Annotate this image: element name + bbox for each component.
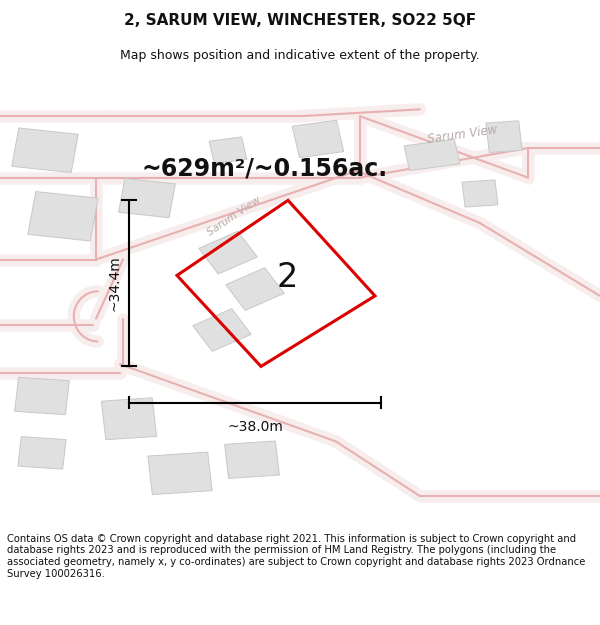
Polygon shape (28, 191, 98, 241)
Text: Sarum View: Sarum View (205, 195, 263, 238)
Polygon shape (18, 437, 66, 469)
Text: Contains OS data © Crown copyright and database right 2021. This information is : Contains OS data © Crown copyright and d… (7, 534, 586, 579)
Text: 2: 2 (277, 261, 298, 294)
Polygon shape (226, 268, 284, 311)
Text: Sarum View: Sarum View (426, 123, 498, 146)
Polygon shape (486, 121, 522, 152)
Polygon shape (199, 231, 257, 274)
Polygon shape (14, 378, 70, 414)
Text: ~34.4m: ~34.4m (108, 256, 122, 311)
Text: 2, SARUM VIEW, WINCHESTER, SO22 5QF: 2, SARUM VIEW, WINCHESTER, SO22 5QF (124, 13, 476, 28)
Polygon shape (12, 128, 78, 173)
Polygon shape (462, 180, 498, 207)
Polygon shape (101, 398, 157, 440)
Polygon shape (148, 452, 212, 494)
Polygon shape (224, 441, 280, 478)
Polygon shape (209, 137, 247, 164)
Text: Map shows position and indicative extent of the property.: Map shows position and indicative extent… (120, 49, 480, 62)
Text: ~629m²/~0.156ac.: ~629m²/~0.156ac. (141, 156, 387, 181)
Polygon shape (193, 309, 251, 351)
Polygon shape (404, 139, 460, 171)
Polygon shape (292, 120, 344, 158)
Polygon shape (119, 179, 175, 217)
Text: ~38.0m: ~38.0m (227, 420, 283, 434)
